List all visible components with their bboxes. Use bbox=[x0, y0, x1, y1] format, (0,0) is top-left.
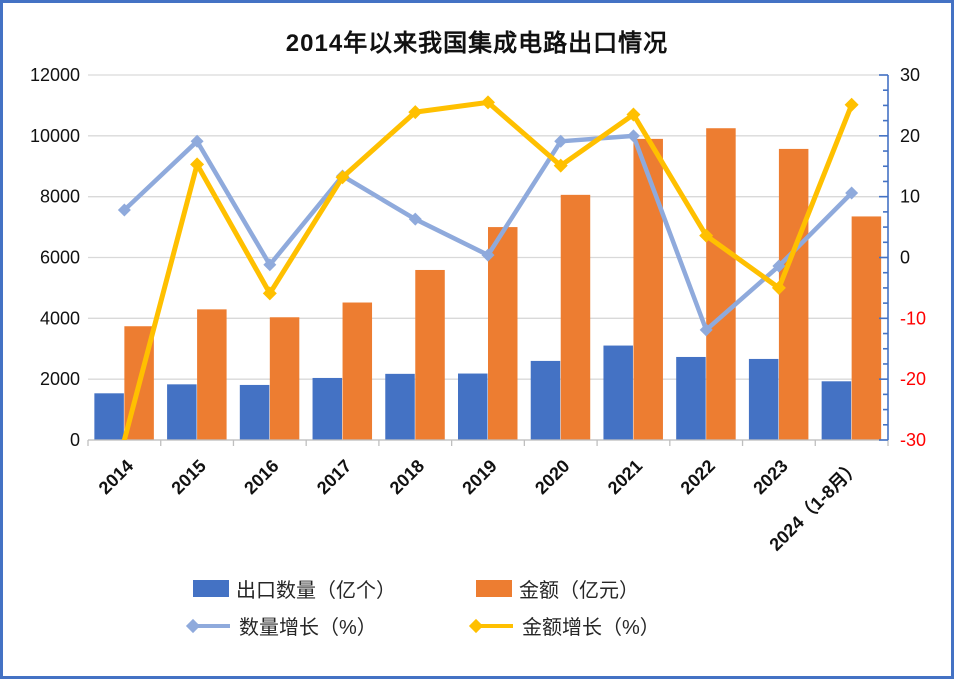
bar-series-0 bbox=[94, 345, 852, 440]
x-axis bbox=[87, 439, 889, 446]
line-swatch-lightblue-icon bbox=[185, 618, 232, 634]
svg-text:12000: 12000 bbox=[30, 65, 80, 85]
left-axis-labels: 0 2000 4000 6000 8000 10000 12000 bbox=[30, 65, 80, 450]
svg-text:0: 0 bbox=[70, 430, 80, 450]
legend-label: 金额增长（%） bbox=[522, 617, 660, 639]
svg-text:2000: 2000 bbox=[40, 369, 80, 389]
svg-text:2014: 2014 bbox=[95, 456, 137, 498]
legend-item-quantity-growth: 数量增长（%） bbox=[185, 611, 377, 640]
line-swatch-yellow-icon bbox=[468, 618, 515, 634]
line-series-1 bbox=[121, 95, 859, 440]
svg-text:-10: -10 bbox=[900, 308, 926, 328]
right-axis bbox=[879, 74, 889, 441]
legend-label: 出口数量（亿个） bbox=[236, 580, 396, 602]
bar-series-1 bbox=[124, 128, 882, 440]
svg-text:2018: 2018 bbox=[386, 456, 428, 498]
svg-text:2023: 2023 bbox=[749, 456, 791, 498]
legend-item-amount-growth: 金额增长（%） bbox=[468, 611, 660, 640]
svg-text:2020: 2020 bbox=[531, 456, 573, 498]
legend-label: 金额（亿元） bbox=[519, 580, 639, 602]
svg-text:2015: 2015 bbox=[167, 456, 209, 498]
legend-item-export-quantity: 出口数量（亿个） bbox=[193, 574, 396, 603]
svg-text:30: 30 bbox=[900, 65, 920, 85]
svg-text:2019: 2019 bbox=[458, 456, 500, 498]
svg-text:0: 0 bbox=[900, 248, 910, 268]
legend-item-amount: 金额（亿元） bbox=[476, 574, 639, 603]
combo-chart-plot: 0 2000 4000 6000 8000 10000 12000 -30 -20 -10 0 10 2… bbox=[30, 65, 926, 555]
svg-text:2021: 2021 bbox=[604, 456, 646, 498]
svg-text:2022: 2022 bbox=[677, 456, 719, 498]
svg-text:4000: 4000 bbox=[40, 308, 80, 328]
svg-text:10: 10 bbox=[900, 187, 920, 207]
bar-swatch-blue-icon bbox=[193, 580, 229, 597]
x-axis-labels: 2014 2015 2016 2017 2018 2019 2020 2021 2022 2023… bbox=[95, 456, 865, 555]
svg-text:20: 20 bbox=[900, 126, 920, 146]
chart-title: 2014年以来我国集成电路出口情况 bbox=[285, 30, 669, 57]
svg-text:-30: -30 bbox=[900, 430, 926, 450]
svg-text:6000: 6000 bbox=[40, 248, 80, 268]
svg-text:10000: 10000 bbox=[30, 126, 80, 146]
right-axis-labels: -30 -20 -10 0 10 20 30 bbox=[900, 65, 926, 450]
svg-text:2017: 2017 bbox=[313, 456, 355, 498]
legend-label: 数量增长（%） bbox=[239, 617, 377, 639]
svg-text:2016: 2016 bbox=[240, 456, 282, 498]
bar-swatch-orange-icon bbox=[476, 580, 512, 597]
svg-text:-20: -20 bbox=[900, 369, 926, 389]
svg-text:8000: 8000 bbox=[40, 187, 80, 207]
